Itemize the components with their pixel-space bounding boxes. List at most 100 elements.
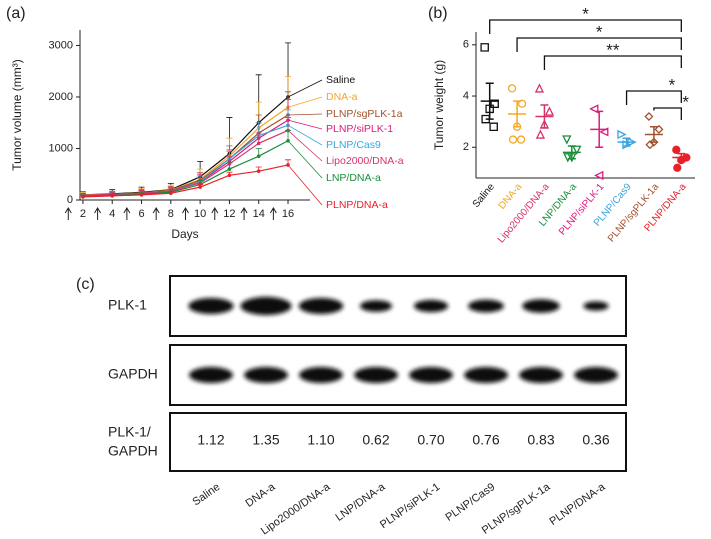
band bbox=[359, 300, 393, 312]
data-point bbox=[563, 153, 573, 163]
y-tick-label: 1000 bbox=[49, 142, 73, 154]
data-point bbox=[645, 140, 655, 150]
data-point bbox=[485, 104, 494, 114]
lane-label: Saline bbox=[190, 481, 222, 508]
significance-label: * bbox=[596, 22, 603, 41]
series-label: PLNP/sgPLK-1a bbox=[326, 108, 403, 120]
reference-band bbox=[409, 367, 453, 383]
x-tick-label: 6 bbox=[138, 208, 144, 220]
data-point bbox=[535, 129, 546, 139]
data-point bbox=[481, 114, 490, 124]
data-point bbox=[227, 167, 232, 171]
dose-arrow bbox=[94, 207, 102, 220]
ratio-frame bbox=[169, 412, 627, 472]
data-point bbox=[572, 145, 582, 155]
data-point bbox=[654, 124, 664, 134]
mean-sem bbox=[672, 152, 691, 163]
y-tick-label: 2000 bbox=[49, 91, 73, 103]
y-tick-label: 2 bbox=[463, 141, 469, 153]
significance-label: ** bbox=[606, 40, 620, 59]
reference-band bbox=[519, 367, 563, 383]
data-point bbox=[673, 163, 682, 172]
x-tick-label: 8 bbox=[168, 208, 174, 220]
value-label: 0.76 bbox=[472, 432, 499, 448]
label-leader bbox=[287, 130, 323, 162]
value-label: 0.62 bbox=[362, 432, 389, 448]
value-label: 0.36 bbox=[582, 432, 609, 448]
data-point bbox=[589, 104, 599, 114]
panel-label: (a) bbox=[6, 5, 26, 22]
series-label: PLNP/DNA-a bbox=[326, 199, 388, 211]
data-point bbox=[256, 154, 261, 159]
label-leader bbox=[287, 119, 323, 130]
data-point bbox=[489, 122, 498, 132]
y-tick-label: 6 bbox=[463, 39, 469, 51]
reference-band bbox=[354, 367, 398, 383]
dose-arrow bbox=[182, 207, 189, 220]
mean-sem bbox=[508, 100, 527, 128]
band bbox=[468, 299, 504, 313]
x-axis-title: Days bbox=[171, 227, 198, 241]
data-point bbox=[644, 112, 654, 122]
data-point bbox=[198, 185, 202, 189]
label-leader bbox=[287, 164, 323, 206]
dose-arrow bbox=[152, 207, 160, 220]
mean-sem bbox=[562, 145, 581, 160]
data-point bbox=[672, 145, 681, 154]
y-tick-label: 4 bbox=[463, 90, 469, 102]
row-label: GAPDH bbox=[108, 443, 158, 459]
value-label: 1.35 bbox=[252, 432, 279, 448]
series-label: DNA-a bbox=[326, 91, 358, 103]
reference-band bbox=[189, 367, 233, 383]
data-point bbox=[534, 83, 545, 93]
x-tick-label: 16 bbox=[282, 208, 294, 220]
mean-sem bbox=[480, 82, 499, 120]
value-label: 1.12 bbox=[197, 432, 224, 448]
lane-label: PLNP/siPLK-1 bbox=[378, 481, 442, 531]
data-point bbox=[169, 191, 173, 196]
error-bar bbox=[285, 117, 292, 131]
series-label: PLNP/Cas9 bbox=[326, 139, 381, 151]
mean-sem bbox=[644, 126, 663, 143]
significance-bracket bbox=[516, 37, 682, 52]
lane-label: LNP/DNA-a bbox=[333, 481, 388, 524]
lane-label: DNA-a bbox=[243, 481, 278, 510]
data-point bbox=[81, 195, 85, 199]
dose-arrow bbox=[211, 207, 219, 220]
data-point bbox=[256, 141, 261, 146]
panel-label: (b) bbox=[428, 5, 448, 22]
data-point bbox=[544, 106, 555, 116]
significance-bracket bbox=[625, 90, 682, 105]
significance-bracket bbox=[653, 107, 682, 120]
significance-bracket bbox=[489, 19, 682, 34]
x-tick-label: 2 bbox=[80, 208, 86, 220]
data-point bbox=[562, 135, 572, 145]
data-point bbox=[617, 129, 627, 140]
reference-band bbox=[244, 367, 288, 383]
band bbox=[298, 298, 344, 314]
x-tick-label: Saline bbox=[471, 181, 498, 210]
series-label: PLNP/siPLK-1 bbox=[326, 123, 393, 135]
mean-sem bbox=[590, 110, 609, 149]
significance-label: * bbox=[682, 92, 689, 111]
reference-band bbox=[299, 367, 343, 383]
label-leader bbox=[287, 124, 323, 146]
dose-arrow bbox=[123, 207, 131, 220]
series-line bbox=[82, 106, 289, 196]
band bbox=[240, 296, 292, 316]
significance-label: * bbox=[669, 75, 676, 94]
dose-arrow bbox=[269, 207, 277, 220]
x-tick-label: 12 bbox=[223, 208, 235, 220]
row-label: PLK-1 bbox=[108, 297, 147, 313]
x-tick-label: 14 bbox=[253, 208, 265, 220]
reference-band bbox=[574, 367, 618, 383]
data-point bbox=[256, 169, 261, 173]
data-point bbox=[507, 84, 517, 93]
value-label: 1.10 bbox=[307, 432, 334, 448]
data-point bbox=[110, 194, 115, 198]
series-line bbox=[82, 140, 289, 197]
y-axis-title: Tumor weight (g) bbox=[432, 60, 446, 150]
series-line bbox=[82, 164, 289, 198]
data-point bbox=[649, 137, 659, 147]
